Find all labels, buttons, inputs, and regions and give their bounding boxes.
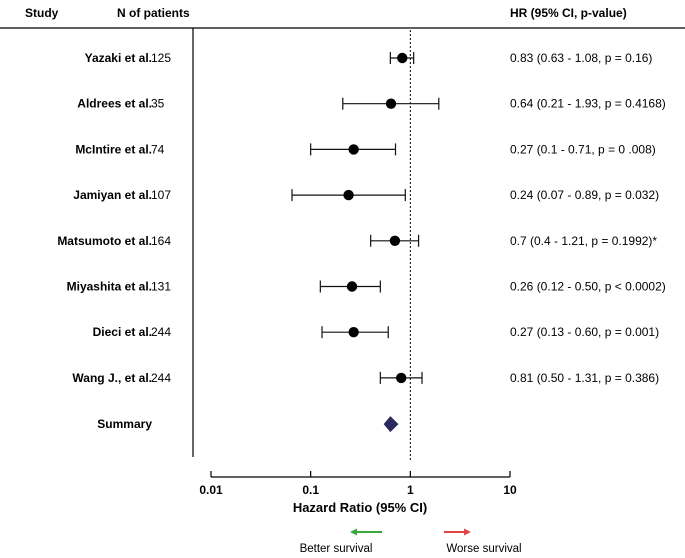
- study-name: Yazaki et al.: [85, 51, 152, 65]
- n-patients-header: N of patients: [117, 6, 190, 20]
- study-row: Yazaki et al. 125 0.83 (0.63 - 1.08, p = 0…: [85, 51, 653, 65]
- patient-count: 244: [151, 325, 171, 339]
- study-row: Wang J., et al. 244 0.81 (0.50 - 1.31, p =…: [72, 371, 659, 385]
- x-tick-label: 0.01: [199, 483, 223, 497]
- patient-count: 107: [151, 188, 171, 202]
- hr-point: [396, 372, 407, 384]
- hr-value-label: 0.24 (0.07 - 0.89, p = 0.032): [510, 188, 659, 202]
- hr-value-label: 0.64 (0.21 - 1.93, p = 0.4168): [510, 97, 666, 111]
- summary-label: Summary: [97, 417, 152, 431]
- hr-point: [346, 281, 358, 292]
- hr-point: [385, 98, 397, 109]
- study-name: Dieci et al.: [93, 325, 152, 339]
- study-header: Study: [25, 6, 59, 20]
- x-tick-label: 10: [503, 483, 517, 497]
- patient-count: 244: [151, 371, 171, 385]
- patient-count: 164: [151, 234, 171, 248]
- study-name: McIntire et al.: [75, 142, 152, 156]
- hr-point: [348, 327, 359, 338]
- hr-value-label: 0.26 (0.12 - 0.50, p < 0.0002): [510, 280, 666, 294]
- hr-point: [343, 189, 354, 201]
- patient-count: 74: [151, 142, 165, 156]
- patient-count: 35: [151, 97, 165, 111]
- study-rows: Yazaki et al. 125 0.83 (0.63 - 1.08, p = 0…: [57, 51, 665, 385]
- study-row: Aldrees et al. 35 0.64 (0.21 - 1.93, p = 0…: [77, 97, 665, 111]
- hr-value-label: 0.7 (0.4 - 1.21, p = 0.1992)*: [510, 234, 657, 248]
- study-row: McIntire et al. 74 0.27 (0.1 - 0.71, p = 0…: [75, 142, 655, 156]
- x-axis-label: Hazard Ratio (95% CI): [293, 500, 427, 515]
- hr-value-label: 0.27 (0.1 - 0.71, p = 0 .008): [510, 142, 656, 156]
- hr-point: [389, 235, 401, 246]
- hr-value-label: 0.27 (0.13 - 0.60, p = 0.001): [510, 325, 659, 339]
- study-name: Jamiyan et al.: [73, 188, 152, 202]
- study-name: Aldrees et al.: [77, 97, 152, 111]
- hr-point: [348, 144, 359, 155]
- study-row: Jamiyan et al. 107 0.24 (0.07 - 0.89, p = …: [73, 188, 659, 202]
- hr-value-label: 0.81 (0.50 - 1.31, p = 0.386): [510, 371, 659, 385]
- patient-count: 131: [151, 280, 171, 294]
- patient-count: 125: [151, 51, 171, 65]
- study-name: Miyashita et al.: [67, 280, 152, 294]
- x-tick-label: 0.1: [302, 483, 319, 497]
- study-row: Miyashita et al. 131 0.26 (0.12 - 0.50, p …: [67, 280, 666, 294]
- better-survival-label: Better survival: [300, 543, 373, 555]
- hr-value-label: 0.83 (0.63 - 1.08, p = 0.16): [510, 51, 652, 65]
- study-name: Wang J., et al.: [72, 371, 152, 385]
- study-row: Matsumoto et al. 164 0.7 (0.4 - 1.21, p = …: [57, 234, 657, 248]
- x-axis: 0.01 0.1 1 10: [199, 471, 517, 497]
- hr-header: HR (95% CI, p-value): [510, 6, 627, 20]
- worse-survival-arrow: [444, 528, 471, 536]
- better-survival-arrow: [350, 528, 382, 536]
- hr-point: [397, 52, 408, 64]
- worse-survival-label: Worse survival: [446, 543, 521, 555]
- study-row: Dieci et al. 244 0.27 (0.13 - 0.60, p = 0.…: [93, 325, 659, 339]
- x-tick-label: 1: [407, 483, 414, 497]
- study-name: Matsumoto et al.: [57, 234, 152, 248]
- summary-diamond: [383, 416, 399, 433]
